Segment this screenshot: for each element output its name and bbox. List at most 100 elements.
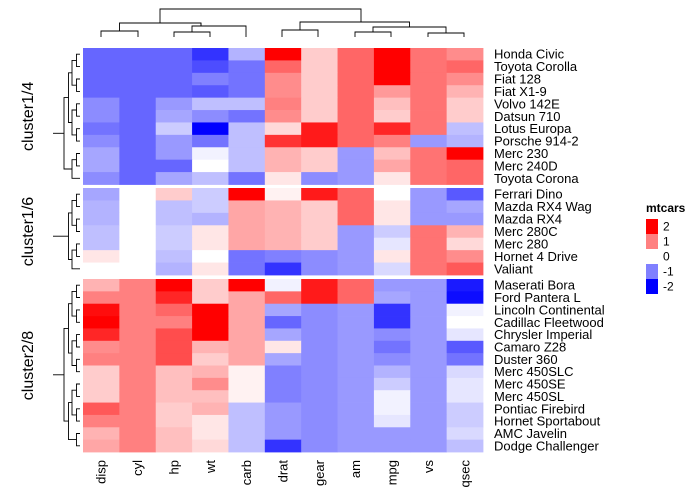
heatmap-cell <box>155 390 193 403</box>
row-label: Merc 280C <box>494 224 558 239</box>
heatmap-cell <box>192 72 229 86</box>
row-label: Lotus Europa <box>494 121 572 136</box>
heatmap-cell <box>192 340 229 354</box>
heatmap-cell <box>301 110 338 123</box>
heatmap-cell <box>192 402 229 416</box>
heatmap-cell <box>228 414 266 428</box>
heatmap-cell <box>373 110 411 123</box>
heatmap-cell <box>446 159 484 173</box>
heatmap-cell <box>264 340 302 354</box>
row-label: Pontiac Firebird <box>494 401 585 416</box>
heatmap-cell <box>373 316 411 329</box>
heatmap-cell <box>192 200 229 214</box>
heatmap-cell <box>228 147 266 161</box>
heatmap-cell <box>337 122 375 136</box>
heatmap-cell <box>446 200 484 214</box>
row-label: Porsche 914-2 <box>494 134 579 149</box>
heatmap-cell <box>410 427 448 441</box>
heatmap-cell <box>192 212 229 226</box>
heatmap-cell <box>264 250 302 263</box>
heatmap-cell <box>446 390 484 403</box>
heatmap-cell <box>155 414 193 428</box>
heatmap-cell <box>373 250 411 263</box>
heatmap-cell <box>264 97 302 111</box>
heatmap-cell <box>155 353 193 366</box>
heatmap-cell <box>264 414 302 428</box>
heatmap-cell <box>301 172 338 185</box>
heatmap-cell <box>119 402 157 416</box>
heatmap-cell <box>264 110 302 123</box>
heatmap-cell <box>83 110 120 123</box>
heatmap-cell <box>155 60 193 74</box>
heatmap-cell <box>446 340 484 354</box>
legend-tick-label: 1 <box>663 235 670 249</box>
heatmap-cell <box>155 172 193 185</box>
heatmap-cell <box>119 72 157 86</box>
row-dendrogram-branch <box>71 290 77 317</box>
heatmap-cell <box>228 225 266 239</box>
heatmap-cell <box>228 200 266 214</box>
heatmap-cell <box>373 85 411 99</box>
heatmap-cell <box>373 328 411 342</box>
heatmap-cell <box>83 365 120 379</box>
heatmap-cell <box>155 85 193 99</box>
row-dendrogram-branch <box>68 303 72 354</box>
heatmap-cell <box>410 439 448 453</box>
heatmap-cell <box>83 97 120 111</box>
heatmap-cell <box>337 110 375 123</box>
heatmap-cell <box>192 237 229 251</box>
heatmap-cell <box>446 316 484 329</box>
column-label: drat <box>276 460 291 483</box>
heatmap-cell <box>446 110 484 123</box>
heatmap-cell <box>228 377 266 391</box>
heatmap-cell <box>337 377 375 391</box>
heatmap-cell <box>228 262 266 276</box>
heatmap-cell <box>83 60 120 74</box>
heatmap-cell <box>228 291 266 305</box>
legend-swatch <box>646 279 658 294</box>
heatmap-cell <box>83 188 120 201</box>
heatmap-cell <box>155 377 193 391</box>
heatmap-cell <box>192 427 229 441</box>
row-label: Datsun 710 <box>494 109 561 124</box>
heatmap-cell <box>83 377 120 391</box>
heatmap-cell <box>373 439 411 453</box>
row-dendrogram-branch <box>76 383 80 397</box>
row-label: AMC Javelin <box>494 426 567 441</box>
row-label: Duster 360 <box>494 352 558 367</box>
column-label: am <box>348 460 363 478</box>
heatmap-cell <box>192 377 229 391</box>
heatmap-cell <box>373 97 411 111</box>
heatmap-cell <box>192 48 229 61</box>
heatmap-cell <box>446 377 484 391</box>
heatmap-cell <box>410 147 448 161</box>
heatmap-cell <box>373 427 411 441</box>
heatmap-cell <box>83 122 120 136</box>
row-dendrogram-branch <box>76 243 80 257</box>
heatmap-cell <box>228 159 266 173</box>
heatmap-cell <box>83 147 120 161</box>
heatmap-cell <box>264 291 302 305</box>
row-label: Fiat X1-9 <box>494 84 547 99</box>
row-label: Toyota Corolla <box>494 59 578 74</box>
heatmap-cell <box>410 291 448 305</box>
heatmap-cell <box>155 212 193 226</box>
heatmap-cell <box>119 291 157 305</box>
column-label: hp <box>166 460 181 474</box>
heatmap-cell <box>301 414 338 428</box>
cluster-label: cluster1/4 <box>20 82 37 151</box>
heatmap-cell <box>155 159 193 173</box>
heatmap-cell <box>410 85 448 99</box>
heatmap-cell <box>155 365 193 379</box>
heatmap-cell <box>264 402 302 416</box>
row-label: Chrysler Imperial <box>494 327 592 342</box>
column-dendrogram <box>100 8 465 37</box>
heatmap-cell <box>446 172 484 185</box>
row-label: Camaro Z28 <box>494 339 566 354</box>
heatmap-cell <box>410 212 448 226</box>
row-dendrogram-branch <box>71 389 77 416</box>
heatmap-cell <box>410 279 448 292</box>
heatmap-cell <box>192 250 229 263</box>
heatmap-cell <box>410 414 448 428</box>
row-dendrogram-branch <box>71 199 77 226</box>
